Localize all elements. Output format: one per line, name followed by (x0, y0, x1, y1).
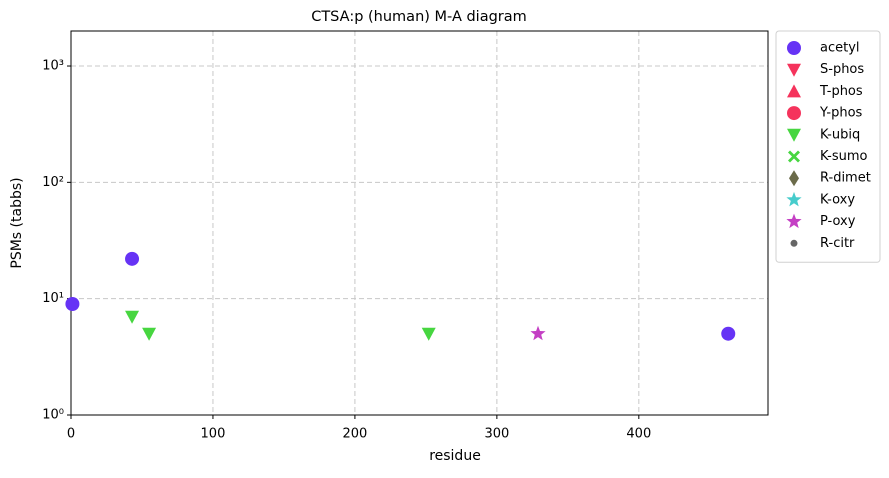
y-tick-label: 10¹ (42, 291, 64, 306)
marker (786, 191, 802, 207)
marker (787, 128, 801, 142)
y-tick-label: 10² (42, 175, 64, 190)
legend-label: R-citr (820, 236, 855, 251)
marker (721, 326, 736, 341)
marker (142, 327, 157, 341)
legend-label: R-dimet (820, 171, 871, 186)
marker (787, 41, 801, 55)
legend-label: P-oxy (820, 214, 856, 229)
marker (65, 296, 80, 311)
legend-label: K-oxy (820, 192, 855, 207)
marker (790, 239, 798, 247)
x-axis-label: residue (429, 448, 481, 464)
legend-label: T-phos (819, 84, 863, 99)
marker (787, 63, 801, 77)
marker (125, 251, 140, 266)
marker (421, 327, 436, 341)
y-tick-label: 10³ (42, 59, 64, 74)
y-axis-label: PSMs (tabbs) (9, 177, 25, 268)
marker (786, 213, 802, 229)
legend-label: S-phos (820, 62, 864, 77)
x-tick-label: 100 (201, 427, 226, 442)
marker (789, 170, 799, 187)
marker (788, 150, 800, 163)
plot-frame (70, 30, 769, 416)
marker (125, 310, 140, 324)
marker (787, 84, 801, 98)
legend-label: Y-phos (819, 106, 863, 121)
marker (530, 325, 546, 341)
legend-label: acetyl (820, 41, 860, 56)
marker (787, 106, 801, 121)
x-tick-label: 400 (626, 427, 651, 442)
legend-box (775, 30, 881, 263)
y-tick-label: 10⁰ (42, 408, 64, 423)
x-tick-label: 300 (484, 427, 509, 442)
legend-label: K-sumo (820, 149, 868, 164)
x-tick-label: 200 (342, 427, 367, 442)
chart-title: CTSA:p (human) M-A diagram (311, 9, 527, 25)
x-tick-label: 0 (67, 427, 75, 442)
legend-label: K-ubiq (820, 127, 860, 142)
